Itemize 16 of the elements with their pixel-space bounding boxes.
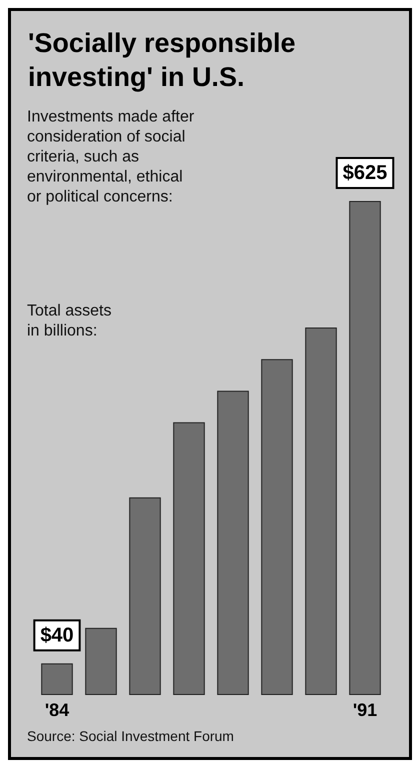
x-tick-label: '91 bbox=[352, 700, 378, 720]
data-label: $40 bbox=[40, 624, 74, 646]
bar bbox=[261, 359, 293, 695]
bar bbox=[305, 327, 337, 695]
bar bbox=[129, 497, 161, 695]
chart-subtitle: Investments made after consideration of social criteria, such as environmental, ethical or political concerns: bbox=[27, 108, 195, 206]
bar bbox=[85, 628, 117, 695]
y-axis-title: Total assets in billions: bbox=[27, 302, 112, 340]
bar bbox=[173, 422, 205, 695]
bar bbox=[217, 390, 249, 695]
x-tick-label: '84 bbox=[44, 700, 70, 720]
bar bbox=[41, 663, 73, 695]
source-note: Source: Social Investment Forum bbox=[27, 728, 234, 744]
chart-title: 'Socially responsible investing' in U.S. bbox=[28, 28, 296, 92]
data-label: $625 bbox=[342, 162, 388, 184]
bar bbox=[349, 201, 381, 695]
